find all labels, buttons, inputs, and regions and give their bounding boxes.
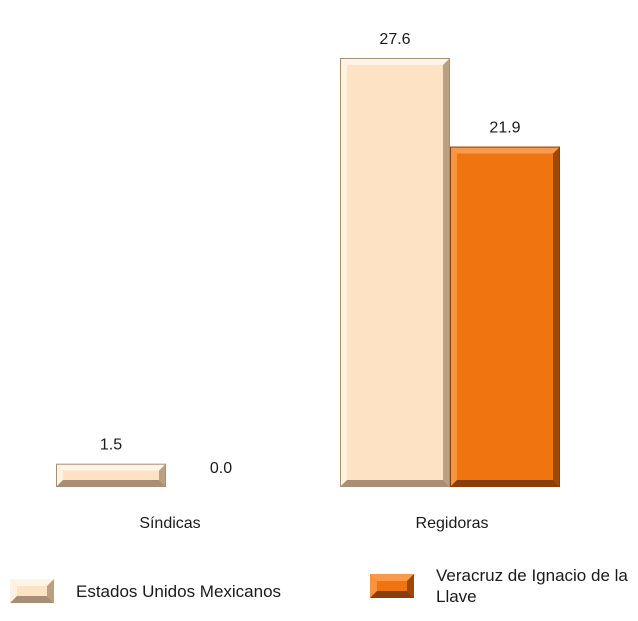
value-label-sindicas-estados-unidos-mexicanos: 1.5 — [100, 437, 122, 454]
legend-label-estados-unidos-mexicanos: Estados Unidos Mexicanos — [76, 581, 282, 601]
legend-label-veracruz: Veracruz de Ignacio de la Llave — [436, 566, 628, 606]
bar-regidoras-veracruz-de-ignacio-de-la-llave — [450, 146, 560, 487]
legend-item-estados-unidos-mexicanos: Estados Unidos Mexicanos — [10, 579, 281, 603]
category-label-sindicas: Síndicas — [139, 515, 200, 532]
value-label-sindicas-veracruz-de-ignacio-de-la-llave: 0.0 — [210, 460, 232, 477]
legend-item-veracruz: Veracruz de Ignacio de la Llave — [370, 565, 638, 607]
bar-sindicas-estados-unidos-mexicanos — [56, 463, 166, 487]
bar-chart-plot: 1.5 0.0 Síndicas 27.6 21.9 Regidoras — [56, 31, 560, 532]
legend: Estados Unidos Mexicanos Veracruz de Ign… — [0, 565, 638, 621]
legend-swatch-estados-unidos-mexicanos — [10, 579, 54, 603]
category-label-regidoras: Regidoras — [416, 515, 489, 532]
value-label-regidoras-veracruz-de-ignacio-de-la-llave: 21.9 — [489, 120, 520, 137]
bar-regidoras-estados-unidos-mexicanos — [340, 57, 450, 488]
legend-swatch-veracruz — [370, 574, 414, 598]
value-label-regidoras-estados-unidos-mexicanos: 27.6 — [379, 31, 410, 48]
